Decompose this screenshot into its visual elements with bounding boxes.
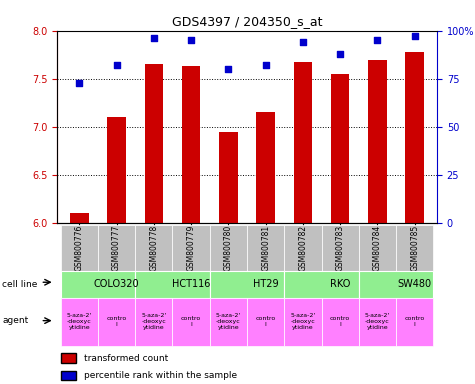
Point (76, 79, 83, 86)
Point (225, 66, 232, 72)
Text: 5-aza-2'
-deoxyc
ytidine: 5-aza-2' -deoxyc ytidine (66, 313, 92, 330)
FancyBboxPatch shape (135, 298, 172, 346)
Text: SW480: SW480 (398, 279, 432, 289)
Text: 5-aza-2'
-deoxyc
ytidine: 5-aza-2' -deoxyc ytidine (290, 313, 315, 330)
Text: GSM800780: GSM800780 (224, 225, 233, 271)
FancyBboxPatch shape (135, 225, 172, 271)
Text: 5-aza-2'
-deoxyc
ytidine: 5-aza-2' -deoxyc ytidine (365, 313, 390, 330)
Bar (294, 63, 312, 223)
Bar (182, 66, 200, 223)
Point (336, 51, 344, 57)
Text: GSM800782: GSM800782 (298, 225, 307, 271)
Point (411, 33, 418, 40)
Point (187, 37, 195, 43)
Text: contro
l: contro l (330, 316, 350, 327)
FancyBboxPatch shape (359, 298, 396, 346)
Text: cell line: cell line (2, 280, 38, 289)
FancyBboxPatch shape (61, 225, 98, 271)
FancyBboxPatch shape (284, 298, 322, 346)
FancyBboxPatch shape (322, 298, 359, 346)
Bar (256, 112, 275, 223)
FancyBboxPatch shape (135, 271, 210, 298)
FancyBboxPatch shape (210, 298, 247, 346)
FancyBboxPatch shape (172, 298, 210, 346)
Bar (70, 213, 89, 223)
Text: transformed count: transformed count (84, 354, 168, 363)
Text: GSM800781: GSM800781 (261, 225, 270, 271)
Text: contro
l: contro l (256, 316, 276, 327)
Bar (144, 65, 163, 223)
Point (262, 62, 269, 68)
Bar (331, 74, 350, 223)
Text: GSM800784: GSM800784 (373, 225, 382, 271)
Text: GSM800779: GSM800779 (187, 225, 196, 271)
FancyBboxPatch shape (98, 298, 135, 346)
Text: RKO: RKO (330, 279, 351, 289)
Text: 5-aza-2'
-deoxyc
ytidine: 5-aza-2' -deoxyc ytidine (216, 313, 241, 330)
Text: contro
l: contro l (106, 316, 127, 327)
FancyBboxPatch shape (396, 225, 433, 271)
Text: percentile rank within the sample: percentile rank within the sample (84, 371, 237, 380)
Text: 5-aza-2'
-deoxyc
ytidine: 5-aza-2' -deoxyc ytidine (141, 313, 167, 330)
Bar (368, 60, 387, 223)
FancyBboxPatch shape (61, 371, 76, 380)
FancyBboxPatch shape (210, 225, 247, 271)
FancyBboxPatch shape (247, 225, 284, 271)
FancyBboxPatch shape (61, 271, 135, 298)
FancyBboxPatch shape (61, 298, 98, 346)
Text: HT29: HT29 (253, 279, 278, 289)
Bar (107, 117, 126, 223)
FancyBboxPatch shape (284, 225, 322, 271)
Point (150, 35, 158, 41)
Point (374, 37, 381, 43)
FancyBboxPatch shape (359, 225, 396, 271)
Title: GDS4397 / 204350_s_at: GDS4397 / 204350_s_at (172, 15, 322, 28)
Bar (219, 132, 238, 223)
Text: agent: agent (2, 316, 28, 325)
FancyBboxPatch shape (396, 298, 433, 346)
FancyBboxPatch shape (284, 271, 359, 298)
Point (299, 39, 307, 45)
FancyBboxPatch shape (172, 225, 210, 271)
Text: COLO320: COLO320 (94, 279, 140, 289)
Text: GSM800783: GSM800783 (336, 225, 345, 271)
Text: GSM800778: GSM800778 (149, 225, 158, 271)
FancyBboxPatch shape (61, 353, 76, 363)
Bar (405, 52, 424, 223)
FancyBboxPatch shape (359, 271, 433, 298)
FancyBboxPatch shape (98, 225, 135, 271)
Text: contro
l: contro l (181, 316, 201, 327)
Text: GSM800776: GSM800776 (75, 225, 84, 271)
Text: GSM800777: GSM800777 (112, 225, 121, 271)
FancyBboxPatch shape (322, 225, 359, 271)
FancyBboxPatch shape (210, 271, 284, 298)
Text: contro
l: contro l (405, 316, 425, 327)
Text: GSM800785: GSM800785 (410, 225, 419, 271)
Point (113, 62, 120, 68)
FancyBboxPatch shape (247, 298, 284, 346)
Text: HCT116: HCT116 (172, 279, 210, 289)
